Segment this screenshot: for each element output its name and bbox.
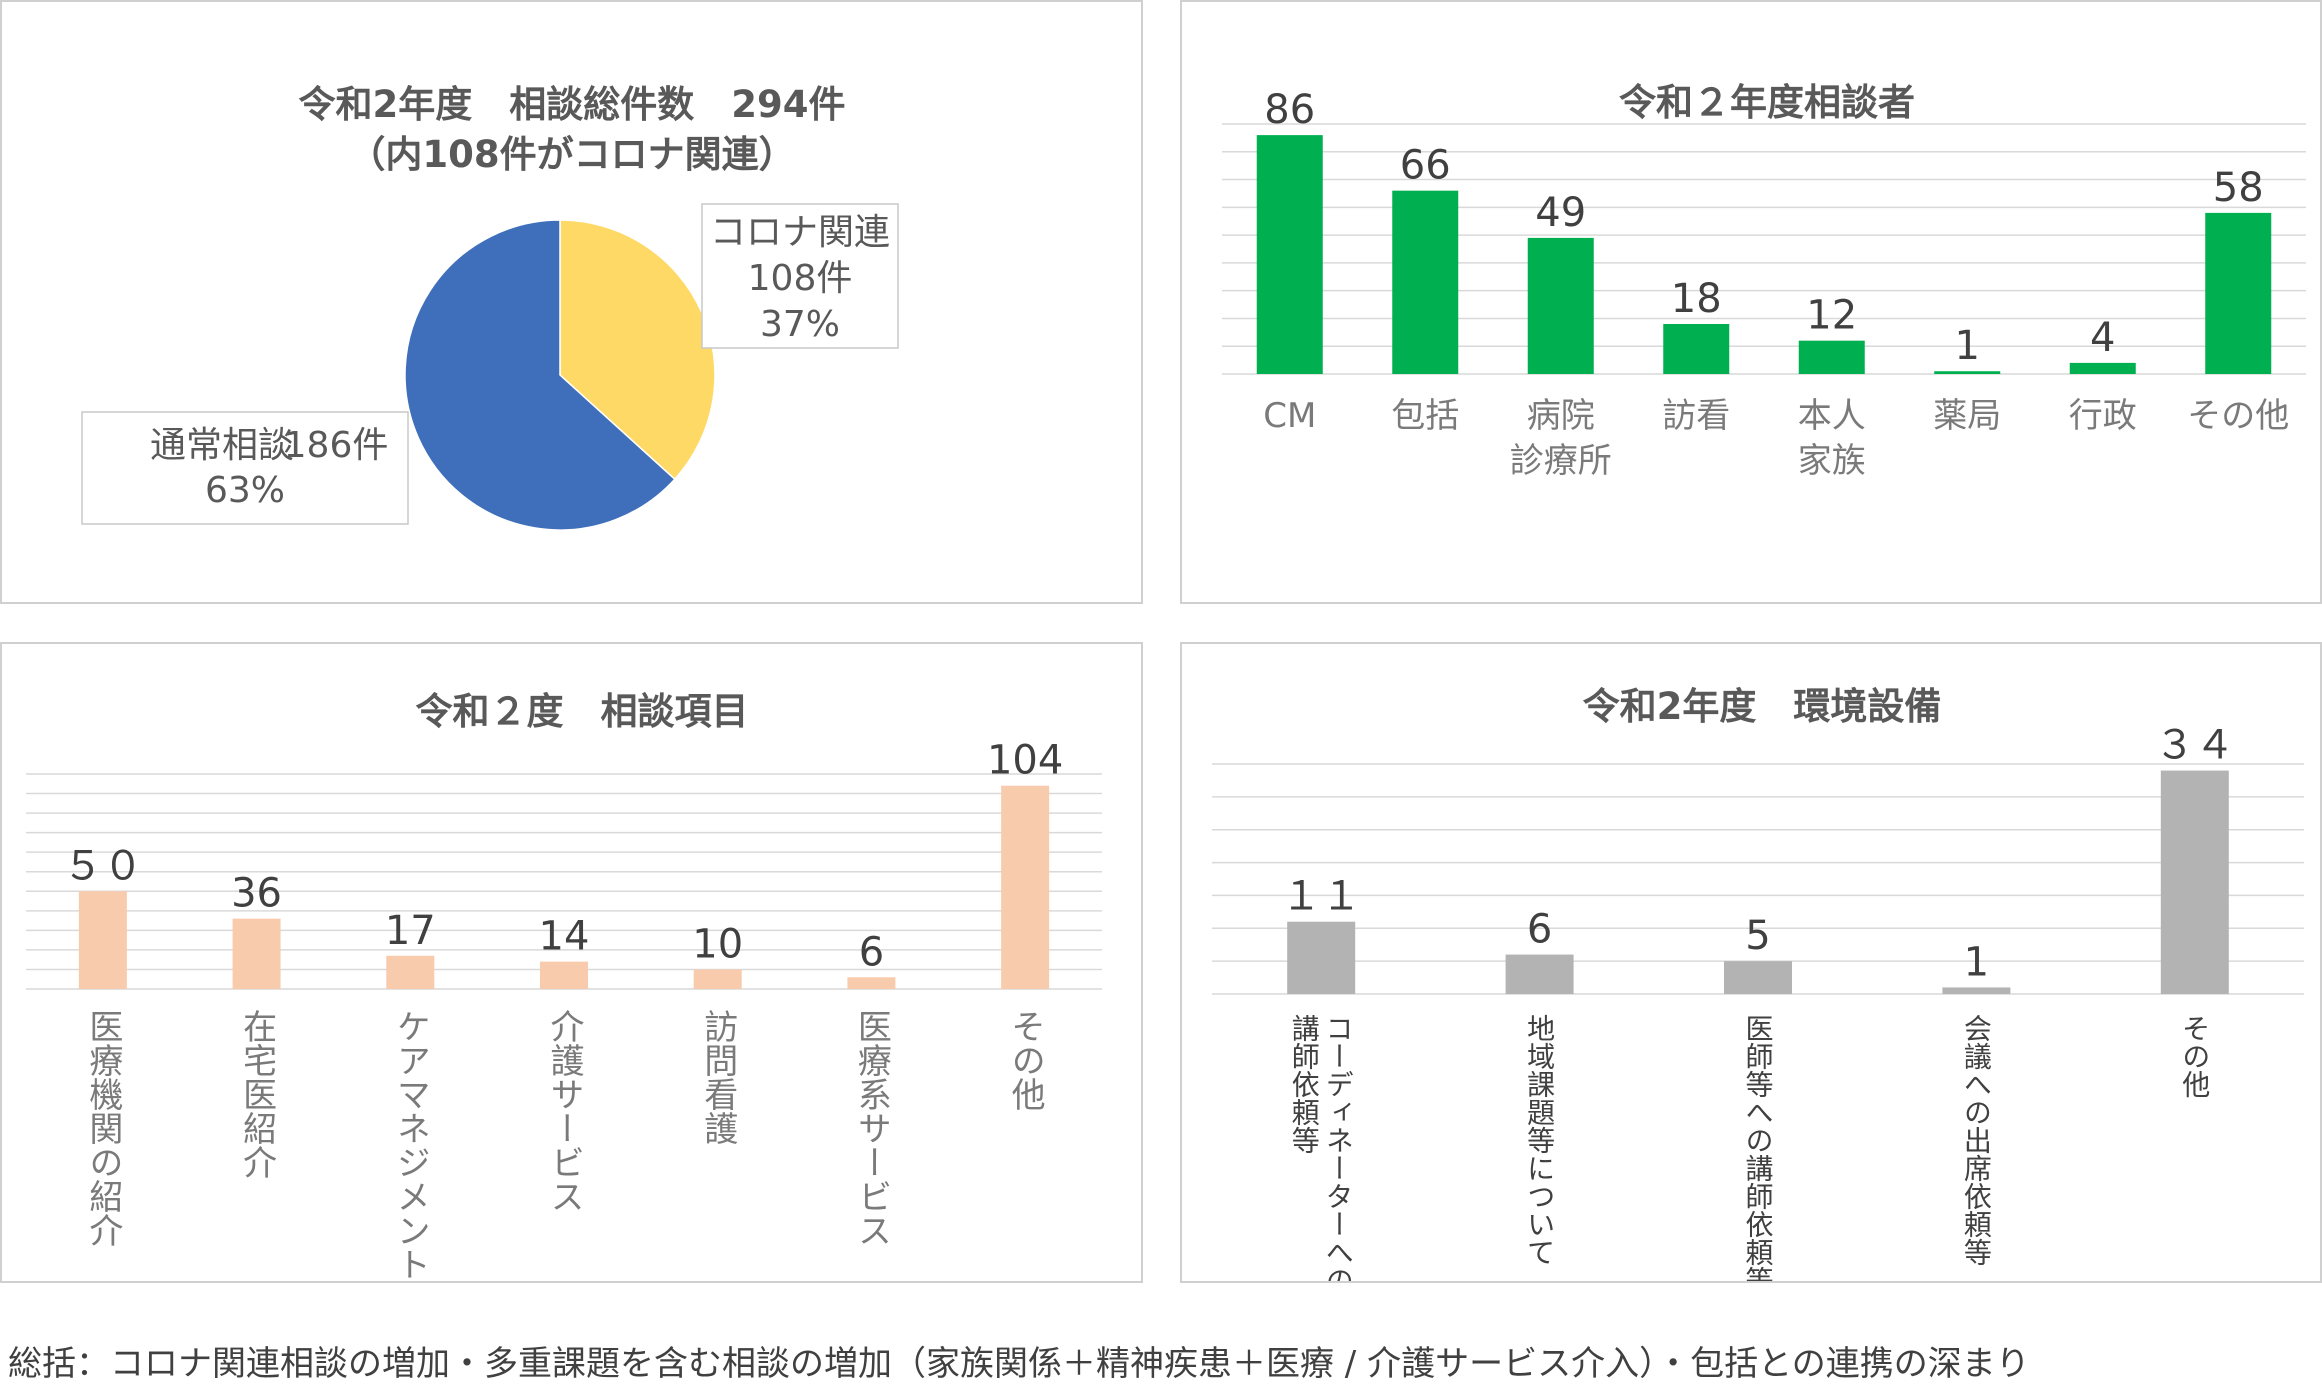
chart4-bar-3 — [1942, 987, 2011, 994]
pie-title: 令和2年度 相談総件数 294件 — [299, 83, 846, 126]
callout-normal-percent: 63% — [205, 470, 285, 511]
chart2-bar-3 — [1663, 324, 1730, 374]
chart4-category-label-2: 医師等への講師依頼等 — [1742, 1014, 1775, 1281]
callout-covid-name: コロナ関連 — [710, 212, 890, 253]
chart3-value-label-4: 10 — [692, 921, 743, 967]
chart3-category-label-2: ケアマネジメント — [390, 1009, 430, 1281]
chart2-category-label-7: その他 — [2187, 396, 2289, 436]
chart4-category-label-1: 地域課題等について — [1523, 1014, 1556, 1266]
pie-chart: 令和2年度 相談総件数 294件 （内108件がコロナ関連） コロナ関連 108… — [81, 83, 899, 531]
chart4-value-label-3: 1 — [1964, 939, 1989, 985]
chart4-category-label-0: 講師依頼等 — [1288, 1014, 1321, 1154]
chart2-bar-2 — [1527, 237, 1594, 374]
chart4-value-label-1: 6 — [1527, 907, 1552, 953]
chart2-value-label-2: 49 — [1535, 190, 1586, 236]
pie-subtitle: （内108件がコロナ関連） — [348, 133, 795, 176]
chart2-value-label-5: 1 — [1955, 323, 1980, 369]
bar-chart-topics-panel: 令和２度 相談項目 ５０ 医療機関の紹介 36 在宅医紹介 17 ケアマネジメント 14 介護… — [0, 642, 1143, 1283]
chart2-category-label-4: 家族 — [1798, 441, 1866, 481]
chart2-value-label-1: 66 — [1400, 143, 1451, 189]
chart4-value-label-2: 5 — [1745, 913, 1770, 959]
bar-chart-consulters-panel: 令和２年度相談者 86 CM 66 包括 49 病院診療所 18 訪看 12 本人家族 1 薬局 4 行政… — [1180, 0, 2322, 604]
chart3-bar-1 — [232, 918, 281, 989]
chart2-category-label-2: 診療所 — [1510, 441, 1612, 481]
chart3-value-label-5: 6 — [859, 929, 884, 975]
callout-covid-count: 108件 — [748, 258, 853, 299]
chart2-category-label-2: 病院 — [1527, 396, 1595, 436]
chart2-category-label-6: 行政 — [2069, 396, 2137, 436]
chart2-bar-0 — [1256, 135, 1323, 374]
chart2-category-label-4: 本人 — [1798, 396, 1866, 436]
chart4-title: 令和2年度 環境設備 — [1583, 685, 1942, 728]
chart3-bar-6 — [1001, 785, 1050, 989]
chart3-title: 令和２度 相談項目 — [416, 690, 749, 733]
chart4-category-label-3: 会議への出席依頼等 — [1960, 1014, 1993, 1266]
chart3-value-label-6: 104 — [987, 738, 1063, 784]
chart4-bar-1 — [1505, 954, 1574, 994]
bar-chart-topics: 令和２度 相談項目 ５０ 医療機関の紹介 36 在宅医紹介 17 ケアマネジメント 14 介護… — [26, 690, 1102, 1281]
chart3-category-label-6: その他 — [1005, 1009, 1045, 1111]
chart2-bar-5 — [1934, 371, 2001, 374]
pie-slice-1 — [404, 219, 676, 531]
callout-normal — [81, 411, 409, 525]
callout-covid-percent: 37% — [760, 304, 840, 345]
chart3-category-label-1: 在宅医紹介 — [237, 1009, 277, 1179]
callout-normal-name: 通常相談 — [150, 425, 294, 466]
chart2-category-label-5: 薬局 — [1933, 396, 2001, 436]
chart4-bar-0 — [1287, 921, 1356, 994]
chart4-category-label-4: その他 — [2178, 1014, 2211, 1098]
chart3-bar-5 — [847, 977, 896, 989]
chart2-category-label-3: 訪看 — [1662, 396, 1730, 436]
chart2-category-label-1: 包括 — [1391, 396, 1459, 436]
pie-chart-panel: 令和2年度 相談総件数 294件 （内108件がコロナ関連） コロナ関連 108… — [0, 0, 1143, 604]
callout-covid — [701, 203, 899, 349]
chart3-bar-3 — [540, 961, 588, 989]
callout-normal-count: 186件 — [284, 425, 389, 466]
chart2-value-label-7: 58 — [2213, 165, 2264, 211]
chart2-value-label-3: 18 — [1671, 276, 1722, 322]
chart2-category-label-0: CM — [1263, 396, 1316, 436]
chart4-category-label-0: コーディネーターへの — [1322, 1014, 1355, 1281]
chart2-value-label-4: 12 — [1806, 293, 1857, 339]
chart4-value-label-4: ３４ — [2155, 723, 2235, 769]
chart3-category-label-0: 医療機関の紹介 — [83, 1009, 123, 1247]
summary-footer: 総括：コロナ関連相談の増加・多重課題を含む相談の増加（家族関係＋精神疾患＋医療 … — [8, 1344, 2030, 1384]
chart4-value-label-0: １１ — [1281, 874, 1361, 920]
chart2-title: 令和２年度相談者 — [1619, 81, 1915, 124]
chart3-category-label-4: 訪問看護 — [698, 1009, 738, 1145]
chart2-value-label-6: 4 — [2090, 315, 2115, 361]
chart3-category-label-3: 介護サービス — [544, 1009, 584, 1213]
chart3-value-label-2: 17 — [385, 908, 436, 954]
chart3-bar-2 — [386, 955, 435, 989]
chart3-value-label-3: 14 — [539, 914, 590, 960]
chart3-category-label-5: 医療系サービス — [851, 1009, 891, 1247]
chart3-value-label-0: ５０ — [63, 843, 143, 889]
chart2-value-label-0: 86 — [1264, 87, 1315, 133]
chart2-bar-7 — [2205, 212, 2272, 374]
chart3-bar-0 — [78, 891, 127, 989]
chart4-bar-4 — [2160, 770, 2229, 994]
chart3-value-label-1: 36 — [231, 871, 282, 917]
chart3-bar-4 — [693, 969, 742, 989]
chart2-bar-6 — [2069, 362, 2136, 374]
bar-chart-environment-panel: 令和2年度 環境設備 １１ コーディネーターへの 講師依頼等 6 地域課題等について 5 医… — [1180, 642, 2322, 1283]
chart2-bar-4 — [1798, 340, 1865, 374]
chart2-bar-1 — [1392, 190, 1459, 374]
chart4-bar-2 — [1724, 961, 1792, 994]
